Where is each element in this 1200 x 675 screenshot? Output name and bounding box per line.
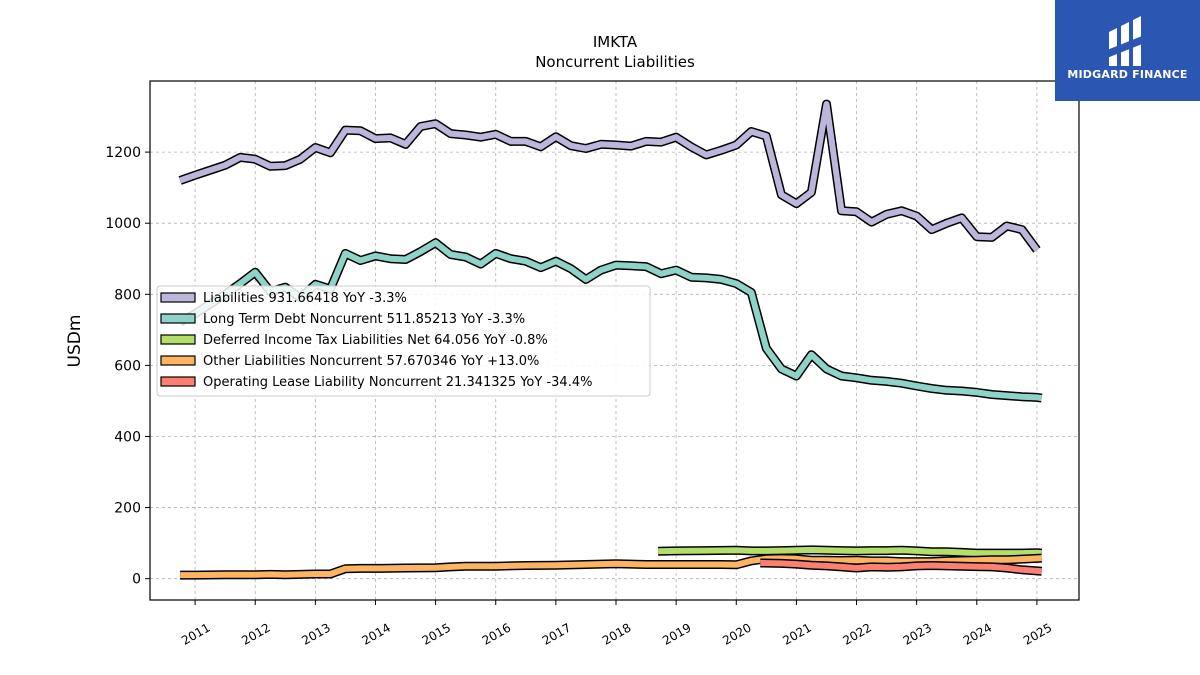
- series-outline: [178, 99, 1041, 253]
- chart-title: IMKTA: [593, 33, 638, 51]
- series-layer: [177, 99, 1043, 580]
- series-line-4: [760, 560, 1042, 575]
- y-axis: 0 200 400 600 800 1000 1200: [105, 145, 150, 588]
- x-tick-label: 2018: [600, 620, 633, 647]
- x-tick-label: 2011: [179, 620, 212, 647]
- y-tick-label: 400: [114, 429, 141, 445]
- series-line-2: [658, 546, 1042, 557]
- x-tick-label: 2025: [1021, 620, 1054, 647]
- x-tick-label: 2016: [480, 620, 513, 647]
- x-tick-label: 2019: [660, 620, 693, 647]
- x-tick-label: 2020: [720, 620, 753, 647]
- brand-name: MIDGARD FINANCE: [1067, 68, 1188, 81]
- x-axis: 2011 2012 2013 2014 2015 2016 2017 2018 2019 2020…: [179, 600, 1054, 648]
- x-tick-label: 2014: [360, 620, 393, 647]
- legend-swatch: [160, 292, 196, 303]
- x-tick-label: 2013: [299, 620, 332, 647]
- legend-entry: Deferred Income Tax Liabilities Net 64.0…: [203, 333, 548, 348]
- chart-subtitle: Noncurrent Liabilities: [535, 53, 695, 71]
- legend-box: [156, 285, 651, 397]
- y-tick-label: 1000: [105, 216, 141, 232]
- legend: Liabilities 931.66418 YoY -3.3% Long Term…: [156, 285, 651, 397]
- legend-entry: Operating Lease Liability Noncurrent 21.…: [203, 375, 592, 390]
- x-tick-label: 2022: [841, 620, 874, 647]
- midgard-logo-icon: [1107, 16, 1147, 66]
- x-tick-label: 2012: [239, 620, 272, 647]
- y-tick-label: 200: [114, 501, 141, 517]
- legend-swatch: [160, 334, 196, 345]
- y-tick-label: 800: [114, 287, 141, 303]
- plot-frame: [149, 80, 1080, 601]
- x-tick-label: 2021: [780, 620, 813, 647]
- brand-logo: MIDGARD FINANCE: [1055, 0, 1200, 101]
- legend-swatch: [160, 313, 196, 324]
- x-tick-label: 2023: [901, 620, 934, 647]
- y-tick-label: 0: [132, 572, 141, 588]
- x-tick-label: 2017: [540, 620, 573, 647]
- legend-entry: Liabilities 931.66418 YoY -3.3%: [203, 291, 407, 306]
- legend-swatch: [160, 355, 196, 366]
- legend-swatch: [160, 376, 196, 387]
- y-axis-label: USDm: [65, 315, 85, 368]
- legend-entry: Long Term Debt Noncurrent 511.85213 YoY …: [203, 312, 525, 327]
- series-line-1: [178, 239, 1043, 402]
- x-tick-label: 2015: [420, 620, 453, 647]
- x-tick-label: 2024: [961, 620, 994, 647]
- legend-entry: Other Liabilities Noncurrent 57.670346 Y…: [203, 354, 539, 369]
- series-line-0: [179, 101, 1040, 252]
- y-tick-label: 1200: [105, 145, 141, 161]
- y-tick-label: 600: [114, 358, 141, 374]
